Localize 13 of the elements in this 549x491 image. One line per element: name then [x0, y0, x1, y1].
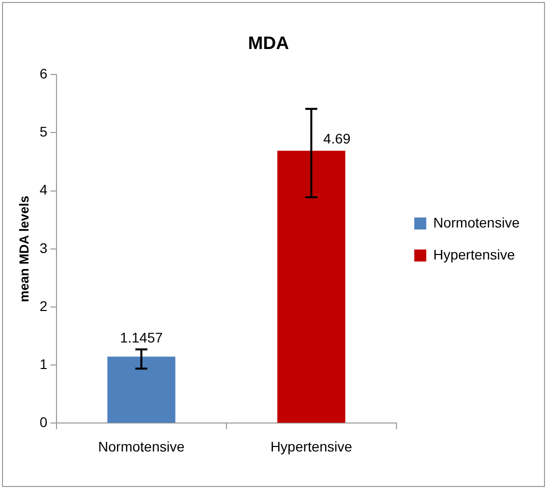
data-label: 1.1457 — [120, 329, 163, 346]
y-tick-label: 3 — [40, 240, 48, 256]
data-label: 4.69 — [323, 130, 351, 147]
y-tick-label: 4 — [40, 182, 48, 198]
y-tick-label: 6 — [40, 65, 48, 82]
y-tick-label: 0 — [40, 414, 48, 430]
legend-label: Normotensive — [433, 214, 520, 230]
y-tick-label: 2 — [40, 298, 48, 314]
y-tick-label: 5 — [40, 124, 48, 140]
legend-label: Hypertensive — [433, 246, 516, 262]
chart-title: MDA — [248, 32, 289, 53]
y-axis-title: mean MDA levels — [16, 196, 32, 302]
y-tick-label: 1 — [40, 356, 48, 372]
